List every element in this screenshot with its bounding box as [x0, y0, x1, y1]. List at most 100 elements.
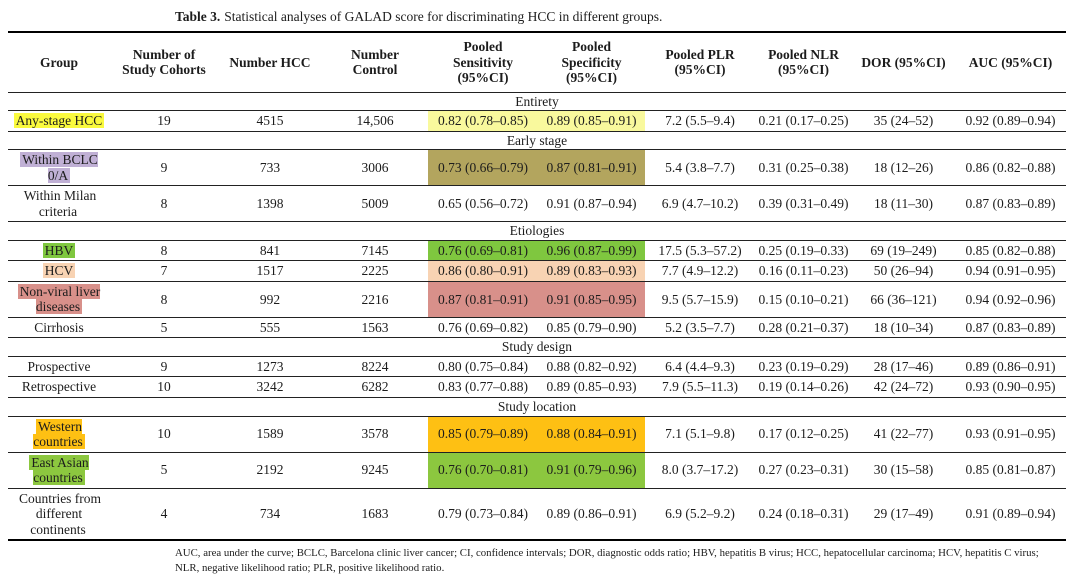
group-label: Non-viral liver diseases: [17, 283, 101, 315]
table-row: Non-viral liver diseases 8 992 2216 0.87 (0.…: [8, 281, 1066, 318]
table-row: Western countries 10 1589 3578 0.85 (0.79–0.…: [8, 416, 1066, 453]
cell-sensitivity: 0.80 (0.75–0.84): [428, 356, 538, 378]
cell-hcc: 1517: [218, 260, 322, 282]
cell-nlr: 0.27 (0.23–0.31): [755, 452, 852, 489]
cell-auc: 0.94 (0.92–0.96): [955, 281, 1066, 318]
cell-dor: 69 (19–249): [852, 240, 955, 262]
cell-group: Within BCLC 0/A: [8, 149, 110, 187]
cell-sensitivity: 0.83 (0.77–0.88): [428, 376, 538, 398]
cell-group: HCV: [8, 260, 110, 282]
cell-nlr: 0.21 (0.17–0.25): [755, 110, 852, 132]
column-header-3: Number Control: [322, 32, 428, 93]
cell-sensitivity: 0.76 (0.70–0.81): [428, 452, 538, 489]
cell-nlr: 0.23 (0.19–0.29): [755, 356, 852, 378]
group-label: HBV: [42, 242, 76, 258]
column-header-6: Pooled PLR (95%CI): [645, 32, 755, 93]
cell-specificity: 0.89 (0.83–0.93): [538, 260, 645, 282]
cell-group: Countries from different continents: [8, 488, 110, 541]
cell-cohorts: 8: [110, 185, 218, 223]
cell-specificity: 0.88 (0.84–0.91): [538, 416, 645, 453]
column-header-0: Group: [8, 32, 110, 93]
group-label: HCV: [42, 263, 76, 279]
table-body: Entirety Any-stage HCC 19 4515 14,506 0.82 (0…: [8, 92, 1066, 541]
cell-dor: 35 (24–52): [852, 110, 955, 132]
table-row: Retrospective 10 3242 6282 0.83 (0.77–0.88) 0…: [8, 376, 1066, 398]
cell-auc: 0.94 (0.91–0.95): [955, 260, 1066, 282]
column-header-9: AUC (95%CI): [955, 32, 1066, 93]
cell-dor: 29 (17–49): [852, 488, 955, 541]
cell-dor: 41 (22–77): [852, 416, 955, 453]
column-header-1: Number of Study Cohorts: [110, 32, 218, 93]
group-label: Countries from different continents: [18, 490, 102, 537]
cell-cohorts: 10: [110, 416, 218, 453]
cell-hcc: 841: [218, 240, 322, 262]
group-label: Within BCLC 0/A: [20, 152, 98, 183]
cell-cohorts: 8: [110, 281, 218, 318]
cell-nlr: 0.28 (0.21–0.37): [755, 317, 852, 339]
cell-nlr: 0.39 (0.31–0.49): [755, 185, 852, 223]
table-row: HCV 7 1517 2225 0.86 (0.80–0.91) 0.89 (0.83–0…: [8, 260, 1066, 282]
cell-dor: 30 (15–58): [852, 452, 955, 489]
cell-hcc: 555: [218, 317, 322, 339]
cell-specificity: 0.85 (0.79–0.90): [538, 317, 645, 339]
cell-control: 3578: [322, 416, 428, 453]
cell-specificity: 0.89 (0.86–0.91): [538, 488, 645, 541]
cell-control: 8224: [322, 356, 428, 378]
cell-cohorts: 7: [110, 260, 218, 282]
section-header: Study design: [8, 337, 1066, 357]
cell-dor: 42 (24–72): [852, 376, 955, 398]
cell-hcc: 992: [218, 281, 322, 318]
cell-dor: 50 (26–94): [852, 260, 955, 282]
cell-cohorts: 8: [110, 240, 218, 262]
cell-plr: 6.9 (5.2–9.2): [645, 488, 755, 541]
table-row: Cirrhosis 5 555 1563 0.76 (0.69–0.82) 0.85 (0…: [8, 317, 1066, 339]
group-label: Any-stage HCC: [13, 113, 105, 129]
group-label: Cirrhosis: [34, 319, 84, 335]
cell-nlr: 0.31 (0.25–0.38): [755, 149, 852, 187]
cell-dor: 18 (11–30): [852, 185, 955, 223]
section-band-row: Etiologies: [8, 221, 1066, 241]
cell-dor: 28 (17–46): [852, 356, 955, 378]
cell-auc: 0.92 (0.89–0.94): [955, 110, 1066, 132]
section-band-row: Study location: [8, 397, 1066, 417]
cell-cohorts: 4: [110, 488, 218, 541]
cell-sensitivity: 0.65 (0.56–0.72): [428, 185, 538, 223]
cell-nlr: 0.17 (0.12–0.25): [755, 416, 852, 453]
section-header: Early stage: [8, 131, 1066, 151]
cell-group: Non-viral liver diseases: [8, 281, 110, 318]
table-caption-label: Table 3.: [175, 9, 221, 24]
cell-hcc: 733: [218, 149, 322, 187]
table-caption-text: Statistical analyses of GALAD score for …: [224, 9, 663, 24]
cell-plr: 17.5 (5.3–57.2): [645, 240, 755, 262]
table-footnote: AUC, area under the curve; BCLC, Barcelo…: [175, 547, 1039, 575]
cell-cohorts: 19: [110, 110, 218, 132]
cell-specificity: 0.87 (0.81–0.91): [538, 149, 645, 187]
cell-auc: 0.91 (0.89–0.94): [955, 488, 1066, 541]
group-label: Within Milan criteria: [23, 188, 97, 219]
table-row: East Asian countries 5 2192 9245 0.76 (0.70–…: [8, 452, 1066, 489]
cell-group: Western countries: [8, 416, 110, 453]
cell-specificity: 0.91 (0.87–0.94): [538, 185, 645, 223]
cell-plr: 7.7 (4.9–12.2): [645, 260, 755, 282]
cell-dor: 18 (10–34): [852, 317, 955, 339]
cell-plr: 7.2 (5.5–9.4): [645, 110, 755, 132]
cell-specificity: 0.88 (0.82–0.92): [538, 356, 645, 378]
cell-group: Within Milan criteria: [8, 185, 110, 223]
cell-group: Cirrhosis: [8, 317, 110, 339]
table-row: HBV 8 841 7145 0.76 (0.69–0.81) 0.96 (0.87–0.…: [8, 240, 1066, 262]
section-header: Etiologies: [8, 221, 1066, 241]
cell-nlr: 0.25 (0.19–0.33): [755, 240, 852, 262]
cell-nlr: 0.24 (0.18–0.31): [755, 488, 852, 541]
section-header: Study location: [8, 397, 1066, 417]
group-label: Western countries: [33, 418, 85, 450]
group-label: East Asian countries: [29, 454, 89, 486]
cell-plr: 5.4 (3.8–7.7): [645, 149, 755, 187]
column-header-2: Number HCC: [218, 32, 322, 93]
cell-nlr: 0.15 (0.10–0.21): [755, 281, 852, 318]
cell-nlr: 0.16 (0.11–0.23): [755, 260, 852, 282]
cell-dor: 66 (36–121): [852, 281, 955, 318]
cell-hcc: 1398: [218, 185, 322, 223]
table-row: Countries from different continents 4 734 1…: [8, 488, 1066, 541]
table-row: Within BCLC 0/A 9 733 3006 0.73 (0.66–0.79) 0…: [8, 149, 1066, 187]
cell-control: 2225: [322, 260, 428, 282]
